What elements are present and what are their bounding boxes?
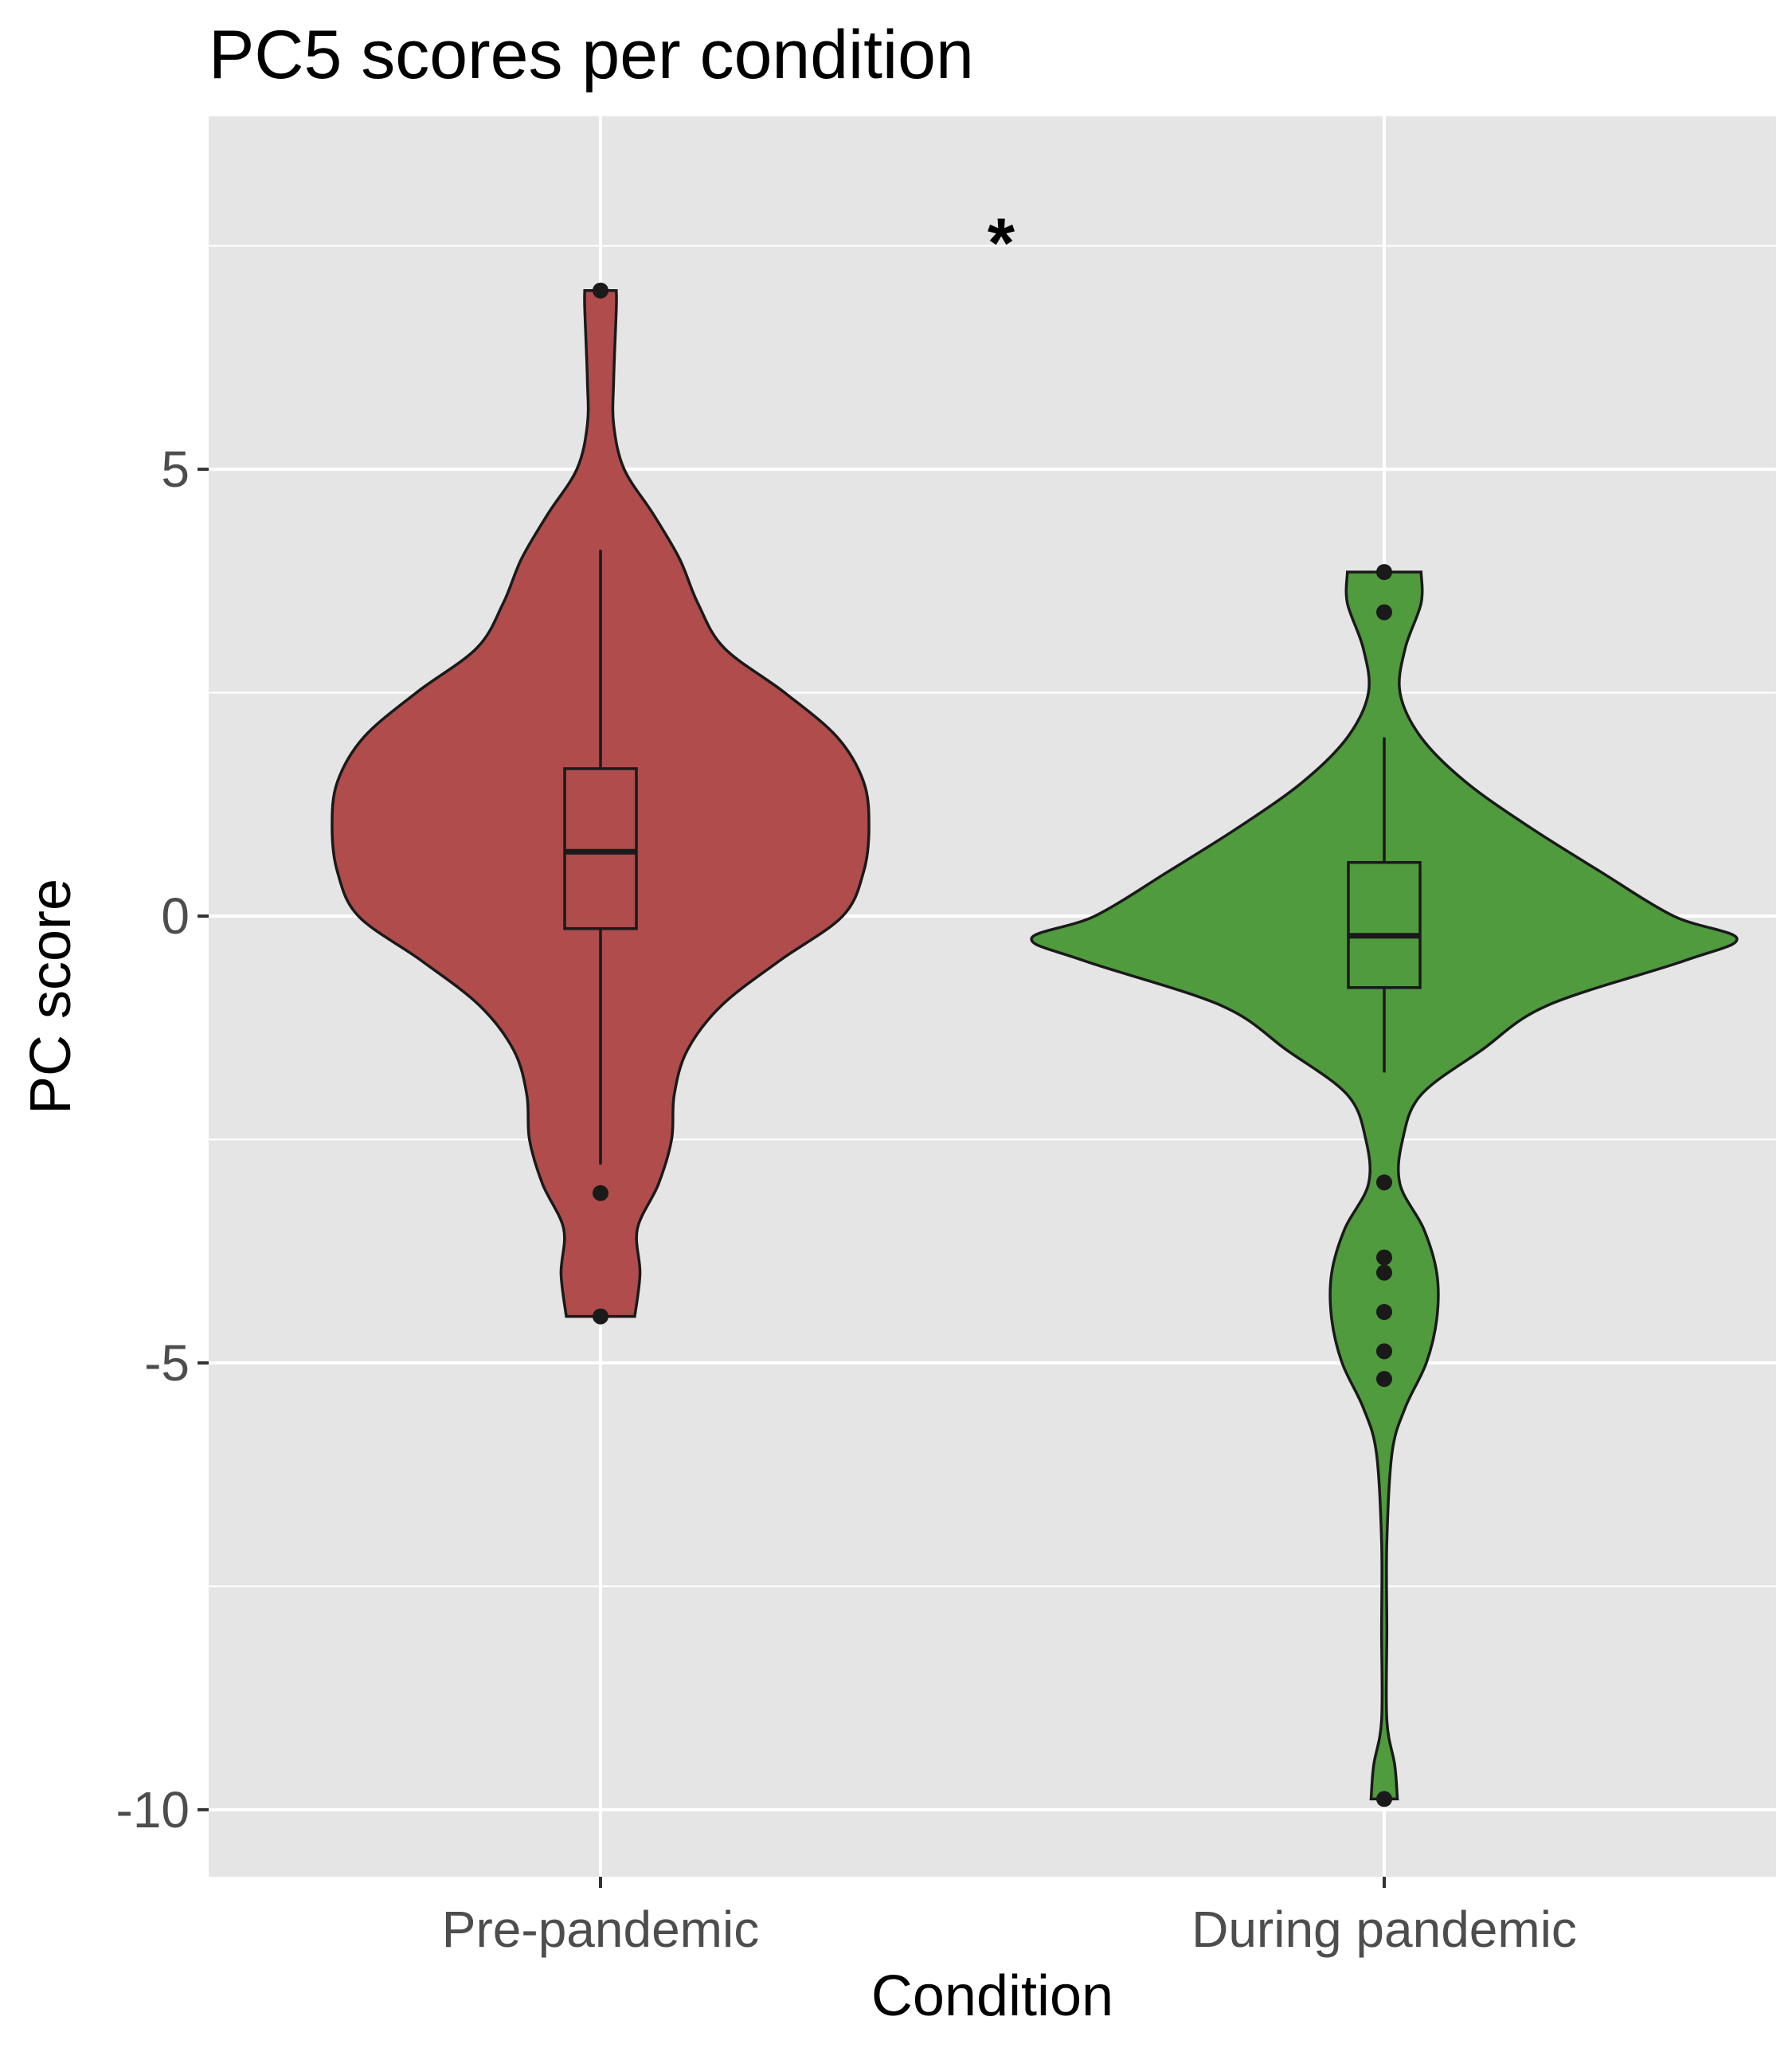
y-tick-label: -5 bbox=[144, 1334, 190, 1392]
outlier-point bbox=[593, 1308, 608, 1325]
y-tick-label: -10 bbox=[116, 1781, 190, 1839]
outlier-point bbox=[1376, 1264, 1392, 1281]
y-tick-label: 0 bbox=[161, 887, 190, 945]
outlier-point bbox=[1376, 1371, 1392, 1388]
outlier-points bbox=[593, 282, 1392, 1807]
violin-pre-pandemic bbox=[331, 289, 871, 1318]
outlier-point bbox=[593, 282, 608, 299]
outlier-point bbox=[1376, 604, 1392, 621]
x-tick-label: Pre-pandemic bbox=[442, 1901, 759, 1958]
outlier-point bbox=[1376, 1343, 1392, 1360]
y-axis-ticks: 5 0 -5 -10 bbox=[116, 441, 209, 1839]
x-tick-label: During pandemic bbox=[1191, 1901, 1577, 1958]
y-tick-label: 5 bbox=[161, 441, 190, 498]
x-axis-ticks: Pre-pandemic During pandemic bbox=[442, 1877, 1577, 1958]
outlier-point bbox=[593, 1185, 608, 1201]
boxplots bbox=[563, 550, 1422, 1165]
x-axis-title: Condition bbox=[871, 1964, 1113, 2028]
outlier-point bbox=[1376, 1249, 1392, 1266]
significance-annotation: * bbox=[988, 203, 1015, 282]
outlier-point bbox=[1376, 564, 1392, 581]
box-pre-pandemic bbox=[563, 767, 638, 930]
outlier-point bbox=[1376, 1791, 1392, 1807]
y-axis-title: PC score bbox=[19, 879, 83, 1114]
outlier-point bbox=[1376, 1174, 1392, 1191]
box-during-pandemic bbox=[1347, 860, 1422, 989]
outlier-point bbox=[1376, 1304, 1392, 1321]
chart-title: PC5 scores per condition bbox=[209, 17, 974, 93]
